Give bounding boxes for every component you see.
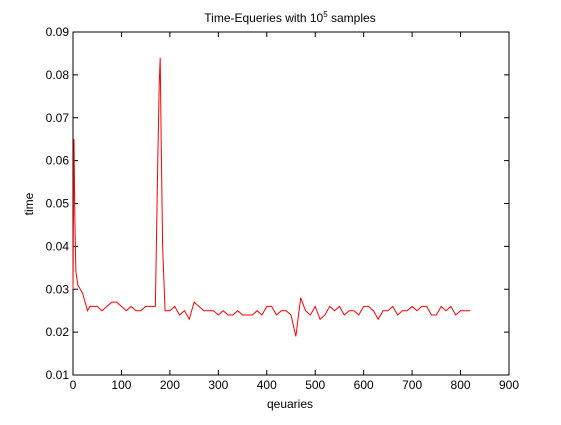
y-axis-label: time (22, 192, 36, 215)
y-tick-label: 0.06 (46, 154, 70, 168)
plot-area (73, 32, 509, 375)
x-tick-label: 500 (305, 378, 325, 392)
chart-title-tail: samples (328, 11, 376, 25)
x-tick-label: 200 (160, 378, 180, 392)
x-tick-label: 700 (402, 378, 422, 392)
x-tick-label: 400 (257, 378, 277, 392)
x-tick-label: 300 (208, 378, 228, 392)
series-line-0 (72, 57, 471, 337)
y-tick-label: 0.05 (46, 197, 70, 211)
x-tick-label: 900 (499, 378, 519, 392)
x-tick-label: 800 (451, 378, 471, 392)
x-tick-label: 0 (70, 378, 77, 392)
y-tick-label: 0.07 (46, 111, 70, 125)
chart-title: Time-Equeries with 105 samples (204, 10, 375, 25)
y-tick-label: 0.04 (46, 239, 70, 253)
x-tick-label: 600 (354, 378, 374, 392)
series-group (72, 57, 471, 337)
x-axis-label: qeuaries (267, 397, 313, 411)
y-tick-label: 0.09 (46, 25, 70, 39)
chart-title-main: Time-Equeries with 10 (204, 11, 323, 25)
chart-title-superscript: 5 (323, 10, 328, 19)
y-tick-label: 0.01 (46, 368, 70, 382)
y-tick-label: 0.02 (46, 325, 70, 339)
axes: 0 100 200 300 400 500 600 700 800 900 0.01 0.02 0.03… (46, 25, 520, 392)
x-tick-label: 100 (111, 378, 131, 392)
y-tick-label: 0.03 (46, 282, 70, 296)
y-tick-label: 0.08 (46, 68, 70, 82)
